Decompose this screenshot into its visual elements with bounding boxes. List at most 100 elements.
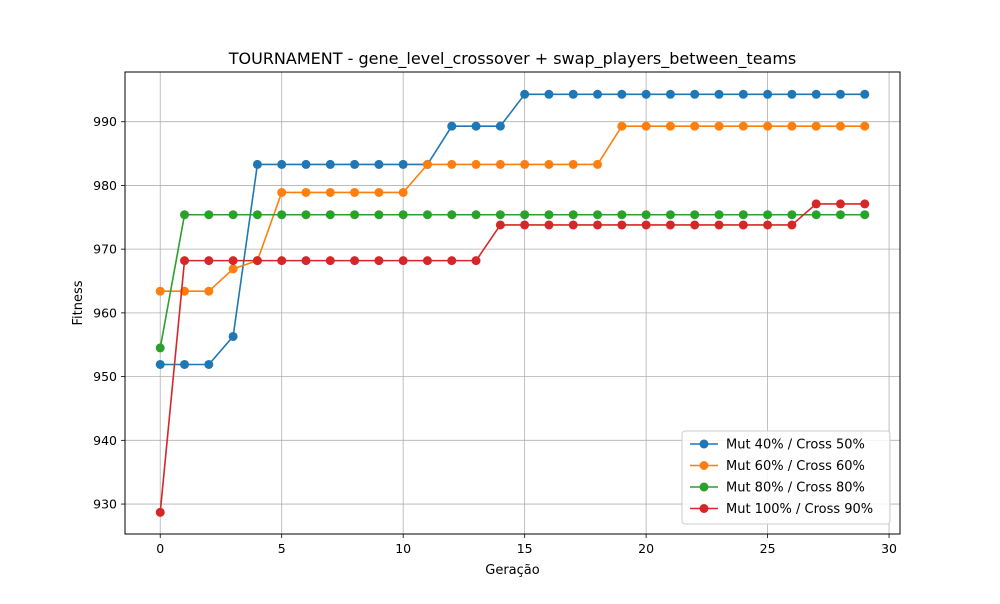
data-point — [422, 256, 432, 266]
data-point — [204, 256, 214, 266]
data-point — [325, 210, 335, 220]
legend-label: Mut 100% / Cross 90% — [726, 502, 873, 517]
series-layer — [155, 89, 870, 517]
data-point — [520, 210, 530, 220]
data-point — [422, 159, 432, 169]
legend-box — [681, 430, 891, 525]
data-point — [641, 220, 651, 230]
data-point — [835, 89, 845, 99]
data-point — [544, 210, 554, 220]
legend-label: Mut 80% / Cross 80% — [726, 481, 865, 496]
data-point — [738, 210, 748, 220]
data-point — [471, 159, 481, 169]
data-point — [593, 159, 603, 169]
data-point — [617, 220, 627, 230]
data-point — [860, 121, 870, 131]
data-point — [763, 220, 773, 230]
data-point — [738, 220, 748, 230]
data-point — [787, 121, 797, 131]
x-axis-label: Geração — [485, 563, 539, 578]
data-point — [811, 199, 821, 209]
data-point — [398, 210, 408, 220]
ticks: 0 5 10 15 20 25 30 930 940 950 960 970 980 990 — [93, 114, 897, 556]
data-point — [544, 220, 554, 230]
data-point — [520, 89, 530, 99]
data-point — [787, 220, 797, 230]
data-point — [277, 187, 287, 197]
data-point — [277, 210, 287, 220]
data-point — [617, 121, 627, 131]
data-point — [593, 89, 603, 99]
legend-swatch-marker — [699, 482, 709, 492]
data-point — [471, 210, 481, 220]
data-point — [495, 121, 505, 131]
data-point — [544, 159, 554, 169]
data-point — [568, 210, 578, 220]
y-tick-label: 990 — [93, 114, 117, 129]
data-point — [180, 256, 190, 266]
data-point — [447, 210, 457, 220]
data-point — [763, 89, 773, 99]
data-point — [593, 210, 603, 220]
data-point — [374, 256, 384, 266]
data-point — [301, 187, 311, 197]
data-point — [520, 159, 530, 169]
data-point — [690, 220, 700, 230]
data-point — [665, 89, 675, 99]
y-tick-label: 960 — [93, 305, 117, 320]
data-point — [835, 210, 845, 220]
data-point — [350, 256, 360, 266]
data-point — [714, 210, 724, 220]
data-point — [252, 256, 262, 266]
data-point — [350, 210, 360, 220]
data-point — [617, 89, 627, 99]
series-4 — [155, 199, 870, 517]
data-point — [374, 159, 384, 169]
plot-frame — [124, 71, 901, 535]
data-point — [228, 331, 238, 341]
data-point — [350, 159, 360, 169]
legend-swatch-marker — [699, 504, 709, 513]
data-point — [155, 359, 165, 369]
data-point — [422, 210, 432, 220]
data-point — [204, 286, 214, 296]
series-3 — [155, 210, 870, 353]
x-tick-label: 15 — [517, 541, 533, 556]
data-point — [835, 121, 845, 131]
data-point — [398, 159, 408, 169]
data-point — [665, 210, 675, 220]
data-point — [811, 210, 821, 220]
data-point — [325, 256, 335, 266]
x-tick-label: 25 — [760, 541, 776, 556]
x-tick-label: 30 — [881, 541, 897, 556]
data-point — [568, 159, 578, 169]
data-point — [398, 187, 408, 197]
data-point — [471, 256, 481, 266]
data-point — [252, 210, 262, 220]
y-axis-label: Fitness — [71, 280, 86, 325]
data-point — [811, 89, 821, 99]
data-point — [495, 220, 505, 230]
chart-title: TOURNAMENT - gene_level_crossover + swap… — [228, 49, 797, 69]
data-point — [568, 89, 578, 99]
data-point — [860, 199, 870, 209]
data-point — [738, 89, 748, 99]
data-point — [495, 159, 505, 169]
data-point — [690, 210, 700, 220]
y-tick-label: 940 — [93, 433, 117, 448]
data-point — [714, 89, 724, 99]
data-point — [860, 89, 870, 99]
data-point — [277, 159, 287, 169]
legend-item: Mut 40% / Cross 50% — [690, 438, 865, 453]
data-point — [787, 89, 797, 99]
data-point — [568, 220, 578, 230]
legend: Mut 40% / Cross 50% Mut 60% / Cross 60% Mu… — [681, 430, 891, 525]
data-point — [641, 121, 651, 131]
data-point — [763, 121, 773, 131]
data-point — [447, 256, 457, 266]
data-point — [641, 89, 651, 99]
data-point — [544, 89, 554, 99]
data-point — [665, 121, 675, 131]
